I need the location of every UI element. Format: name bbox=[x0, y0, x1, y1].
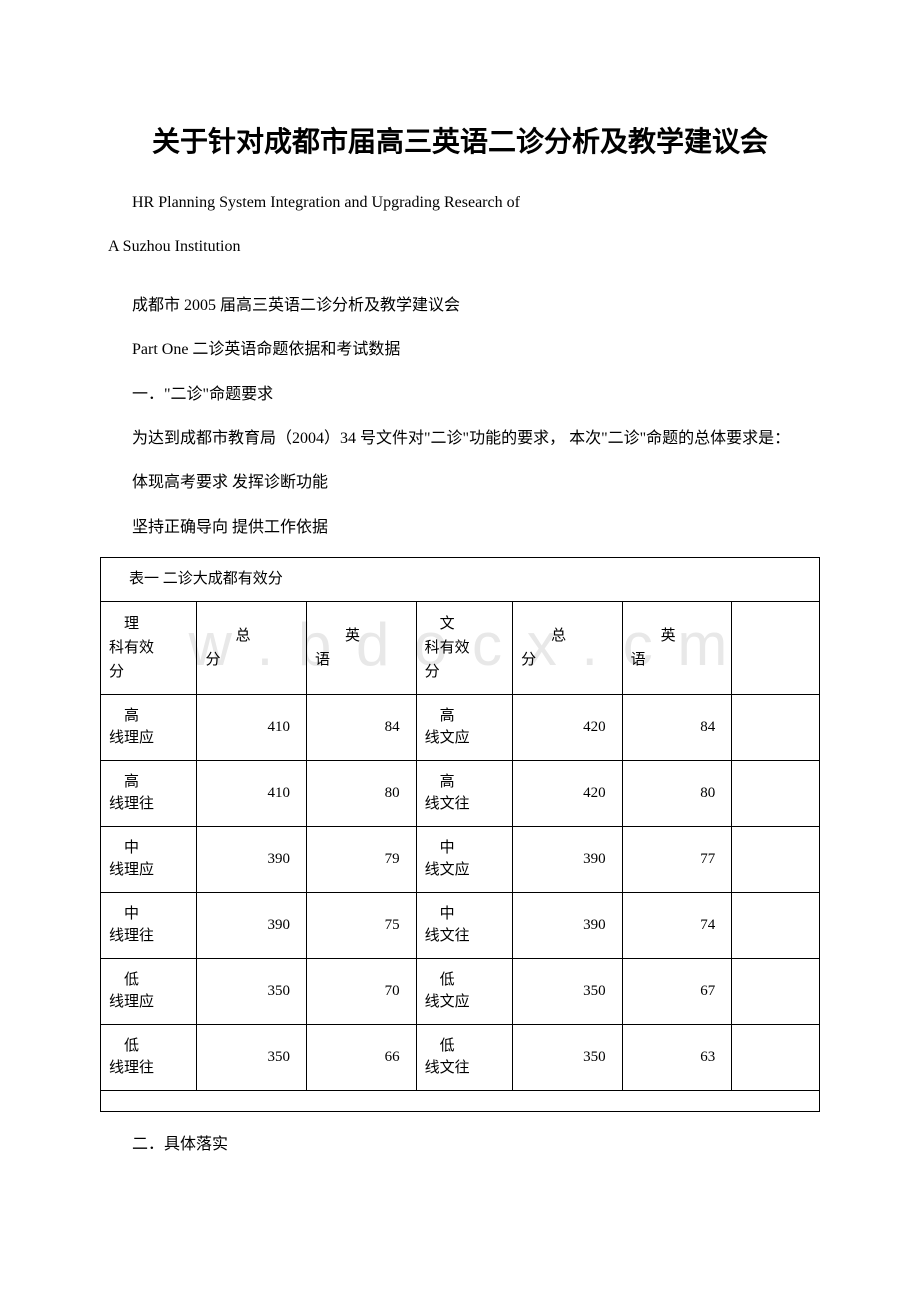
table-cell: 420 bbox=[513, 760, 623, 826]
table-cell: 66 bbox=[307, 1024, 417, 1090]
paragraph-section-2: 二．具体落实 bbox=[100, 1130, 820, 1160]
subtitle-en-line1: HR Planning System Integration and Upgra… bbox=[100, 188, 820, 218]
table-cell: 低线理往 bbox=[101, 1024, 197, 1090]
table-cell: 350 bbox=[197, 1024, 307, 1090]
table-cell: 410 bbox=[197, 694, 307, 760]
table-cell: 350 bbox=[513, 958, 623, 1024]
table-caption-row: 表一 二诊大成都有效分 bbox=[101, 558, 820, 602]
table-cell: 390 bbox=[197, 826, 307, 892]
table-cell: 高线文往 bbox=[416, 760, 512, 826]
document-content: 关于针对成都市届高三英语二诊分析及教学建议会 HR Planning Syste… bbox=[100, 120, 820, 1160]
table-cell: 75 bbox=[307, 892, 417, 958]
table-cell: 63 bbox=[622, 1024, 732, 1090]
table-cell: 低线文应 bbox=[416, 958, 512, 1024]
paragraph-requirement-intro: 为达到成都市教育局（2004）34 号文件对"二诊"功能的要求， 本次"二诊"命… bbox=[100, 424, 820, 454]
table-cell bbox=[101, 1090, 820, 1111]
table-cell bbox=[732, 958, 820, 1024]
table-cell: 390 bbox=[197, 892, 307, 958]
subtitle-en-line2: A Suzhou Institution bbox=[100, 232, 820, 262]
table-cell bbox=[732, 892, 820, 958]
table-row: 低线理应 350 70 低线文应 350 67 bbox=[101, 958, 820, 1024]
table-cell: 高线理往 bbox=[101, 760, 197, 826]
table-header: 英语 bbox=[307, 601, 417, 694]
table-cell: 350 bbox=[197, 958, 307, 1024]
table-header bbox=[732, 601, 820, 694]
table-cell: 84 bbox=[307, 694, 417, 760]
table-cell bbox=[732, 826, 820, 892]
table-cell: 67 bbox=[622, 958, 732, 1024]
paragraph-requirement-1: 体现高考要求 发挥诊断功能 bbox=[100, 468, 820, 498]
table-cell: 低线理应 bbox=[101, 958, 197, 1024]
data-table: 表一 二诊大成都有效分 理科有效分 总分 英语 文科有效分 总分 英语 高线理应… bbox=[100, 557, 820, 1112]
table-cell: 中线理往 bbox=[101, 892, 197, 958]
table-cell: 350 bbox=[513, 1024, 623, 1090]
table-header: 文科有效分 bbox=[416, 601, 512, 694]
table-cell: 低线文往 bbox=[416, 1024, 512, 1090]
table-header: 英语 bbox=[622, 601, 732, 694]
table-header: 总分 bbox=[513, 601, 623, 694]
table-caption: 表一 二诊大成都有效分 bbox=[101, 558, 820, 602]
table-cell: 390 bbox=[513, 892, 623, 958]
paragraph-part-one: Part One 二诊英语命题依据和考试数据 bbox=[100, 335, 820, 365]
paragraph-meeting: 成都市 2005 届高三英语二诊分析及教学建议会 bbox=[100, 291, 820, 321]
table-cell bbox=[732, 1024, 820, 1090]
table-cell bbox=[732, 694, 820, 760]
table-cell: 84 bbox=[622, 694, 732, 760]
table-cell: 420 bbox=[513, 694, 623, 760]
table-cell: 77 bbox=[622, 826, 732, 892]
table-row: 中线理往 390 75 中线文往 390 74 bbox=[101, 892, 820, 958]
paragraph-section-1: 一．"二诊"命题要求 bbox=[100, 380, 820, 410]
page-title: 关于针对成都市届高三英语二诊分析及教学建议会 bbox=[100, 120, 820, 160]
table-cell: 74 bbox=[622, 892, 732, 958]
table-cell: 390 bbox=[513, 826, 623, 892]
table-cell: 80 bbox=[622, 760, 732, 826]
table-cell: 70 bbox=[307, 958, 417, 1024]
table-cell: 高线文应 bbox=[416, 694, 512, 760]
table-row-empty bbox=[101, 1090, 820, 1111]
table-header: 总分 bbox=[197, 601, 307, 694]
table-header: 理科有效分 bbox=[101, 601, 197, 694]
table-cell: 中线文应 bbox=[416, 826, 512, 892]
table-cell: 中线文往 bbox=[416, 892, 512, 958]
table-cell: 80 bbox=[307, 760, 417, 826]
table-cell: 中线理应 bbox=[101, 826, 197, 892]
table-header-row: 理科有效分 总分 英语 文科有效分 总分 英语 bbox=[101, 601, 820, 694]
table-row: 高线理往 410 80 高线文往 420 80 bbox=[101, 760, 820, 826]
table-row: 低线理往 350 66 低线文往 350 63 bbox=[101, 1024, 820, 1090]
paragraph-requirement-2: 坚持正确导向 提供工作依据 bbox=[100, 513, 820, 543]
table-cell: 410 bbox=[197, 760, 307, 826]
table-cell: 高线理应 bbox=[101, 694, 197, 760]
table-cell bbox=[732, 760, 820, 826]
table-row: 中线理应 390 79 中线文应 390 77 bbox=[101, 826, 820, 892]
table-row: 高线理应 410 84 高线文应 420 84 bbox=[101, 694, 820, 760]
table-cell: 79 bbox=[307, 826, 417, 892]
